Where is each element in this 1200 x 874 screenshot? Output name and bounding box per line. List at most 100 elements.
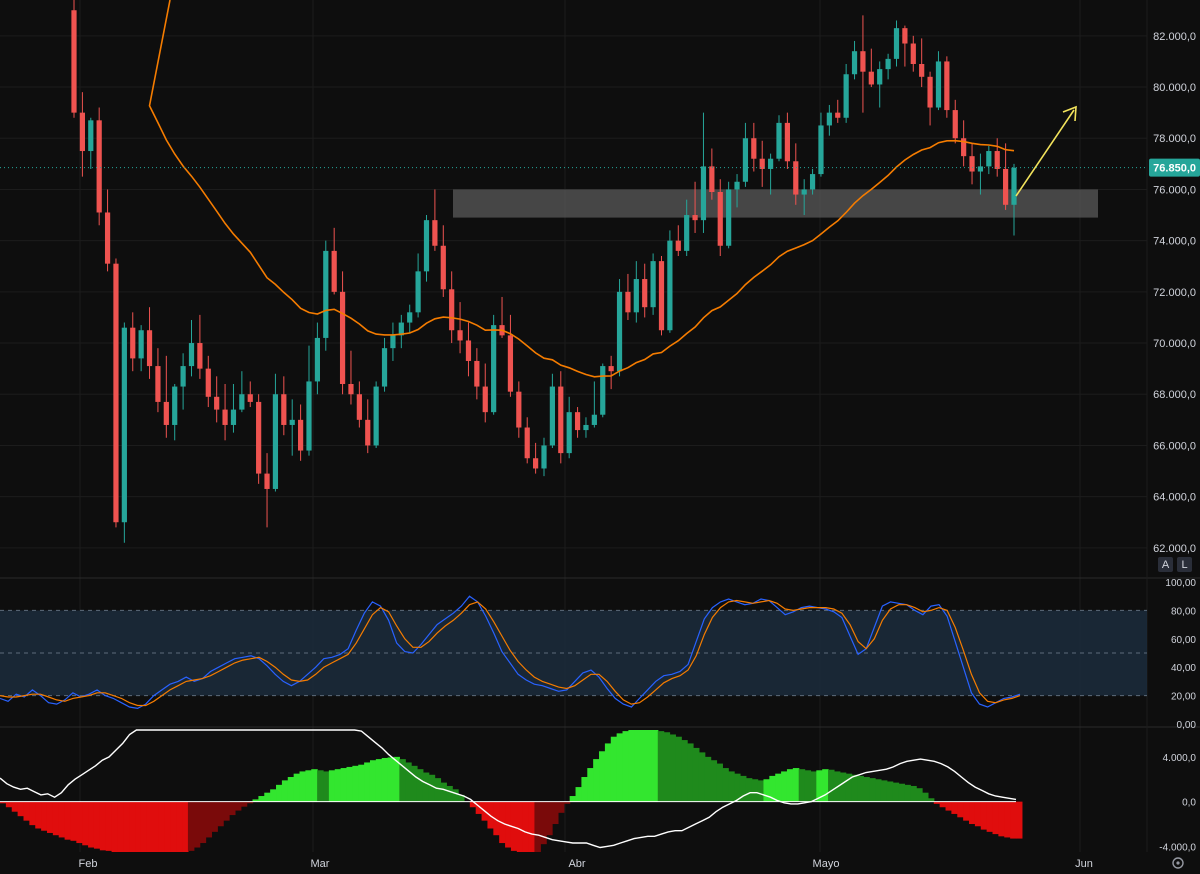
candle [121,322,127,543]
projection-arrow-shaft [1015,109,1075,197]
momentum-bar [986,801,994,832]
candle [675,225,681,256]
momentum-bar [211,801,218,832]
momentum-bar [152,801,160,852]
momentum-bar [187,801,195,851]
candle-body [71,10,77,113]
candle [96,107,102,226]
gear-icon [1172,857,1184,869]
candle [910,35,916,72]
candle-body [574,412,581,431]
candle-body [356,394,362,420]
candle [835,99,841,123]
oscillator-line [0,595,1021,710]
momentum-bar [358,764,365,802]
candle-body [734,181,740,190]
momentum-bar [922,792,929,802]
momentum-bar [904,784,911,802]
momentum-bar [111,801,119,852]
momentum-bar [323,771,330,802]
momentum-bar [205,801,213,838]
oscillator-tick-label: 0,00 [1177,720,1197,731]
momentum-bar [927,798,935,802]
momentum-bar [663,732,671,802]
momentum-bar [246,801,254,804]
momentum-bar [634,730,641,802]
candle-body [79,112,85,152]
momentum-bar [17,801,25,817]
momentum-bar [52,801,60,836]
candle [919,38,925,88]
momentum-bar [710,760,718,802]
candle-body [163,401,169,425]
momentum-bar [910,785,917,802]
candle [717,179,723,256]
momentum-bar [587,768,594,802]
candle-body [759,158,765,169]
momentum-bar [328,770,336,802]
candle-body [155,366,161,402]
last-price-tag [1149,158,1200,177]
candle-body [826,112,832,126]
momentum-bar [129,801,136,852]
candle-body [591,414,597,425]
momentum-bar [387,757,395,802]
candle [398,314,404,349]
candle [138,325,144,372]
candle [784,112,790,169]
candle-body [172,386,178,425]
candle-body [516,391,522,428]
momentum-bar [158,801,166,852]
candle-body [776,122,782,159]
candle-body [130,327,136,359]
candle-body [214,396,220,410]
candle-body [700,166,707,221]
momentum-bar [293,773,301,802]
candle [272,373,279,492]
candle [801,179,807,216]
momentum-bar [46,801,54,833]
candle-body [381,348,388,387]
candle-body [658,261,665,331]
momentum-bar [798,769,806,802]
momentum-bar [522,801,530,852]
candle-body [675,240,681,251]
candle [172,384,178,441]
momentum-bar [540,801,547,845]
candle [574,407,581,438]
momentum-bar [64,801,72,840]
candle-body [96,120,102,213]
momentum-bar [99,801,107,851]
momentum-bar [434,778,442,802]
candle [583,417,589,438]
candle [256,394,262,484]
momentum-bar [775,773,782,802]
candle-body [692,215,698,221]
candle [709,148,715,200]
momentum-bar [170,801,177,852]
momentum-bar [440,782,447,802]
candle-body [902,28,908,44]
candle-body [432,220,438,246]
candle-body [860,51,866,72]
oscillator-tick-label: 40,00 [1171,663,1196,674]
momentum-bar [810,771,817,802]
momentum-bar [704,756,712,802]
candle [180,353,186,410]
momentum-bar [88,801,95,848]
candle [633,261,639,323]
momentum-bar [581,777,588,802]
momentum-bar [845,773,853,802]
candle [600,363,606,418]
momentum-bar [229,801,236,816]
candle-body [994,151,1000,169]
oscillator-tick-label: 100,00 [1165,578,1196,589]
candle-body [230,409,237,425]
time-tick-label: Jun [1075,858,1093,870]
momentum-bar [657,731,665,802]
momentum-bar [816,770,823,802]
momentum-bar [892,782,900,802]
candle-body [524,427,530,459]
